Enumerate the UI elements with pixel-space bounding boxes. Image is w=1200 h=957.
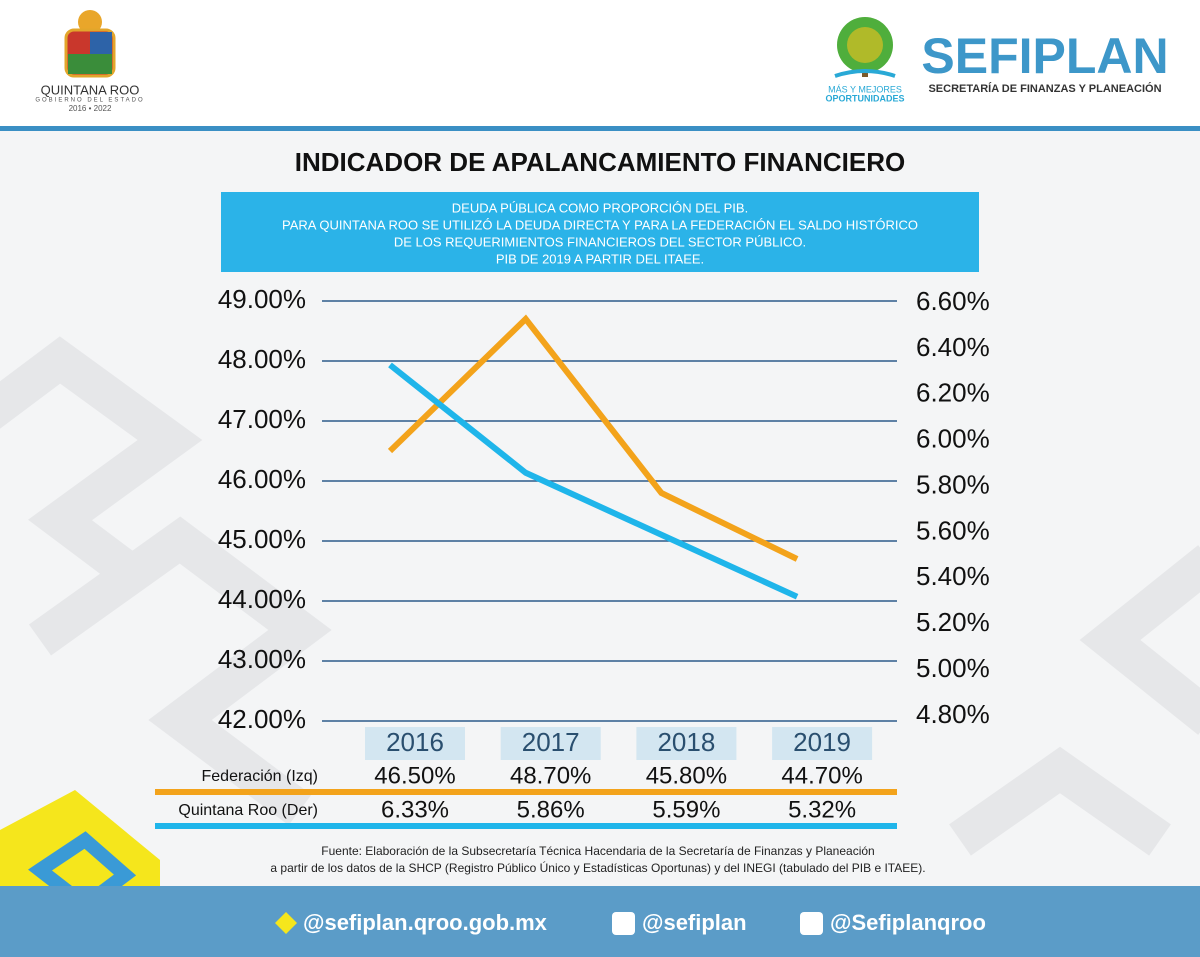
y-tick-label: 46.00% bbox=[218, 464, 306, 494]
tree-water bbox=[834, 69, 896, 78]
x-tick-label: 2019 bbox=[793, 727, 851, 757]
logo-sun bbox=[78, 10, 102, 34]
y2-tick-label: 6.60% bbox=[916, 286, 990, 316]
decor bbox=[28, 516, 332, 826]
y2-tick-label: 5.60% bbox=[916, 515, 990, 545]
subtitle: DEUDA PÚBLICA COMO PROPORCIÓN DEL PIB. bbox=[452, 200, 748, 215]
y2-tick-label: 5.00% bbox=[916, 653, 990, 683]
social-web[interactable]: @sefiplan.qroo.gob.mx bbox=[303, 910, 548, 935]
table-band bbox=[155, 823, 897, 829]
state-gov: GOBIERNO DEL ESTADO bbox=[35, 98, 144, 104]
subtitle: DE LOS REQUERIMIENTOS FINANCIEROS DEL SE… bbox=[394, 234, 806, 249]
social-facebook[interactable]: @sefiplan bbox=[642, 910, 747, 935]
agency-full: SECRETARÍA DE FINANZAS Y PLANEACIÓN bbox=[928, 82, 1161, 95]
twitter-icon bbox=[800, 912, 823, 935]
chart-title: INDICADOR DE APALANCAMIENTO FINANCIERO bbox=[295, 147, 906, 177]
value-label: 48.70% bbox=[510, 762, 591, 789]
value-label: 5.32% bbox=[788, 796, 856, 823]
y-tick-label: 42.00% bbox=[218, 704, 306, 734]
source: Fuente: Elaboración de la Subsecretaría … bbox=[321, 844, 874, 858]
source: a partir de los datos de la SHCP (Regist… bbox=[270, 860, 925, 875]
slogan-logo bbox=[834, 17, 896, 78]
logo-shield-part bbox=[90, 32, 112, 54]
subtitle-box bbox=[221, 192, 979, 272]
y-tick-label: 43.00% bbox=[218, 644, 306, 674]
category-box bbox=[636, 727, 737, 760]
y2-tick-label: 4.80% bbox=[916, 699, 990, 729]
agency-name: SEFIPLAN bbox=[921, 28, 1168, 84]
value-label: 5.59% bbox=[652, 796, 720, 823]
decor bbox=[0, 336, 203, 596]
footer-band bbox=[0, 886, 1200, 957]
value-label: 5.86% bbox=[517, 796, 585, 823]
subtitle: PIB DE 2019 A PARTIR DEL ITAEE. bbox=[496, 251, 704, 266]
subtitle: PARA QUINTANA ROO SE UTILIZÓ LA DEUDA DI… bbox=[282, 217, 918, 232]
slogan: MÁS Y MEJORES bbox=[828, 84, 902, 94]
plot: 42.00% 43.00% 44.00% 45.00% 46.00% 47.00% 48.0… bbox=[155, 284, 990, 829]
social-twitter[interactable]: @Sefiplanqroo bbox=[830, 910, 986, 935]
legend-label: Quintana Roo (Der) bbox=[178, 802, 318, 819]
y2-tick-label: 5.40% bbox=[916, 561, 990, 591]
category-box bbox=[500, 727, 601, 760]
y2-tick-label: 6.00% bbox=[916, 424, 990, 454]
tree-crown bbox=[847, 27, 883, 63]
logo-shield-part bbox=[68, 54, 112, 74]
series-line bbox=[387, 314, 799, 562]
y-tick-label: 45.00% bbox=[218, 524, 306, 554]
header-divider bbox=[0, 126, 1200, 131]
table-band bbox=[155, 789, 897, 795]
value-label: 44.70% bbox=[781, 762, 862, 789]
decor bbox=[949, 746, 1171, 856]
decor-pattern bbox=[0, 336, 1200, 856]
slogan: OPORTUNIDADES bbox=[825, 93, 904, 103]
y-tick-label: 48.00% bbox=[218, 344, 306, 374]
series-line bbox=[388, 362, 799, 600]
y2-tick-label: 6.20% bbox=[916, 378, 990, 408]
x-tick-label: 2018 bbox=[657, 727, 715, 757]
legend-label: Federación (Izq) bbox=[202, 768, 319, 785]
value-label: 46.50% bbox=[374, 762, 455, 789]
y-tick-label: 49.00% bbox=[218, 284, 306, 314]
y-tick-label: 47.00% bbox=[218, 404, 306, 434]
y2-tick-label: 5.20% bbox=[916, 607, 990, 637]
x-tick-label: 2016 bbox=[386, 727, 444, 757]
y2-tick-label: 5.80% bbox=[916, 469, 990, 499]
category-box bbox=[365, 727, 465, 760]
y-tick-label: 44.00% bbox=[218, 584, 306, 614]
value-label: 6.33% bbox=[381, 796, 449, 823]
web-icon bbox=[275, 912, 297, 934]
value-label: 45.80% bbox=[646, 762, 727, 789]
category-box bbox=[772, 727, 873, 760]
state-term: 2016 • 2022 bbox=[69, 104, 112, 113]
decor bbox=[1079, 545, 1200, 735]
state-name: QUINTANA ROO bbox=[41, 82, 140, 97]
facebook-icon bbox=[612, 912, 635, 935]
y2-tick-label: 6.40% bbox=[916, 332, 990, 362]
header-bg bbox=[0, 0, 1200, 126]
state-logo bbox=[64, 10, 116, 78]
x-tick-label: 2017 bbox=[522, 727, 580, 757]
